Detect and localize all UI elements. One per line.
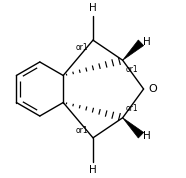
Text: H: H bbox=[89, 165, 97, 175]
Text: or1: or1 bbox=[76, 43, 89, 52]
Polygon shape bbox=[123, 40, 144, 60]
Text: H: H bbox=[143, 37, 151, 47]
Polygon shape bbox=[123, 118, 144, 138]
Text: or1: or1 bbox=[125, 104, 138, 113]
Text: or1: or1 bbox=[76, 126, 89, 135]
Text: H: H bbox=[143, 131, 151, 141]
Text: or1: or1 bbox=[125, 65, 138, 74]
Text: H: H bbox=[89, 3, 97, 13]
Text: O: O bbox=[148, 84, 157, 94]
